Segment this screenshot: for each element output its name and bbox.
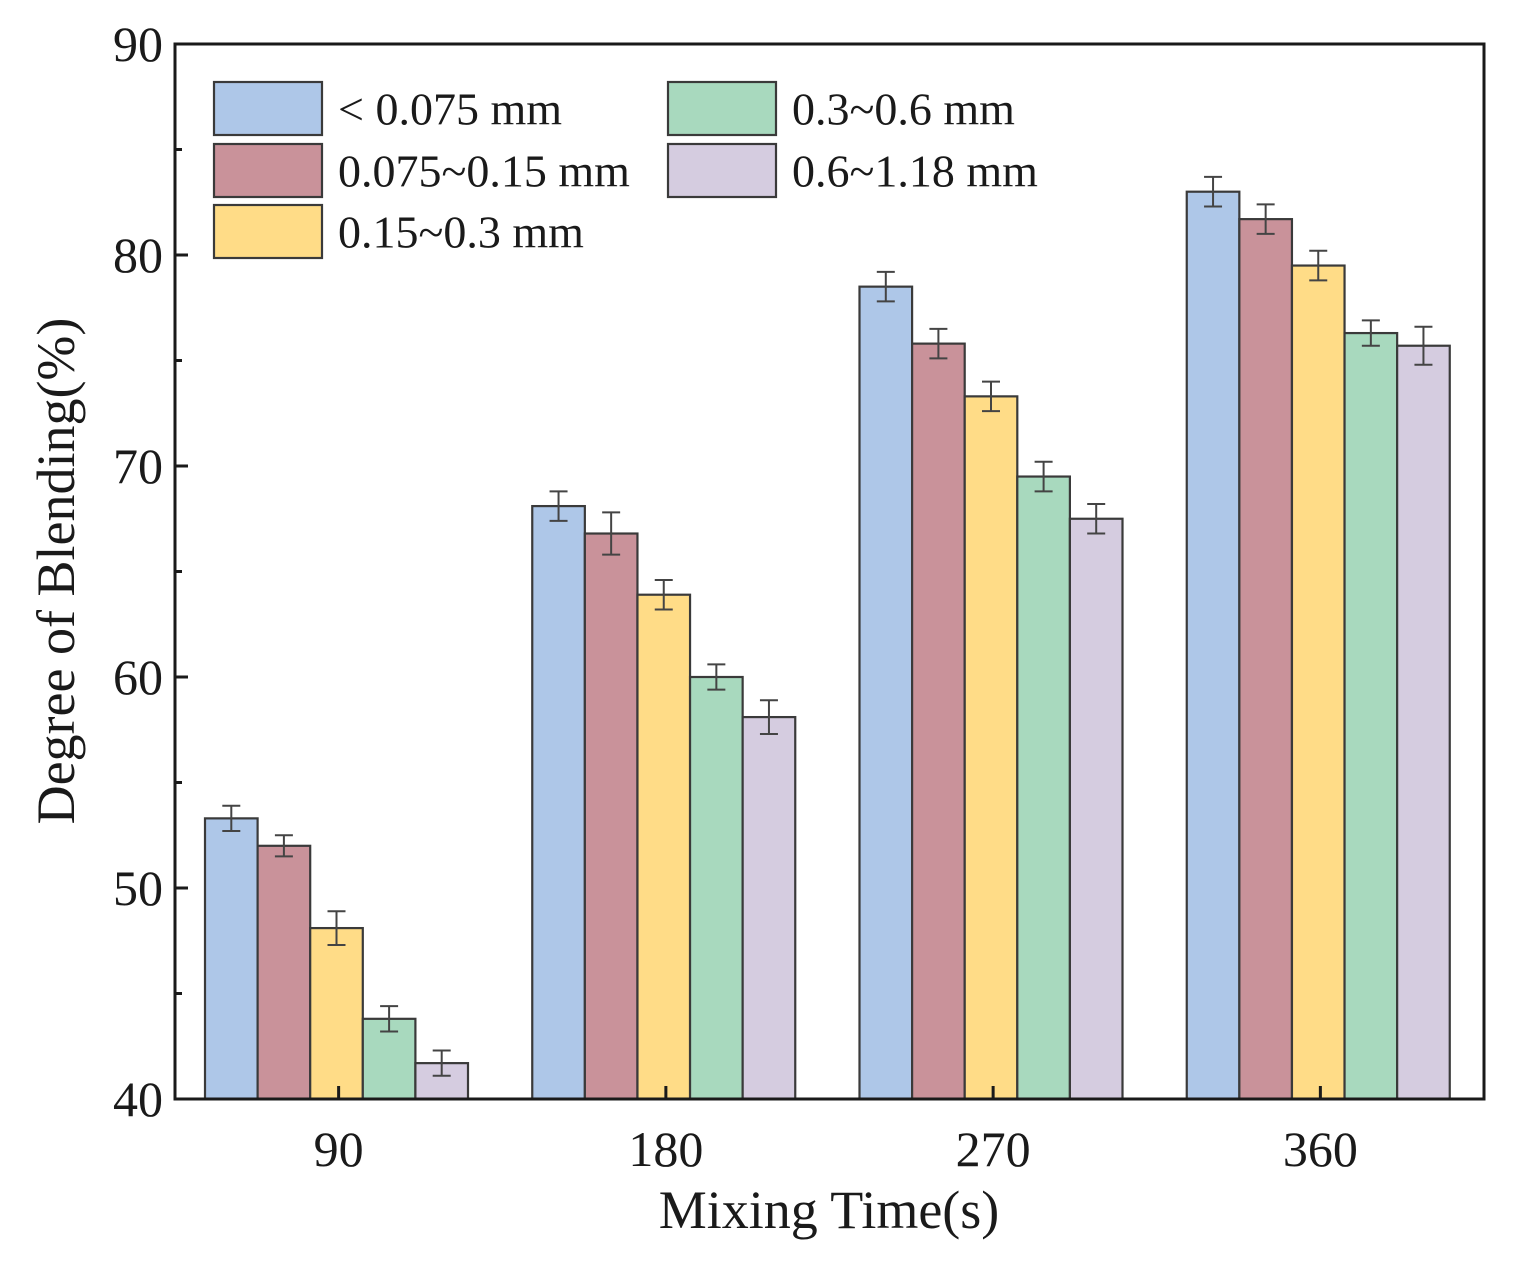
y-tick-label: 70 bbox=[113, 438, 163, 494]
y-tick-label: 60 bbox=[113, 649, 163, 705]
error-bar-180-series-5 bbox=[759, 699, 778, 735]
bar-90-series-2 bbox=[256, 844, 312, 1101]
legend-label: 0.6~1.18 mm bbox=[792, 146, 1038, 197]
bar-360-series-5 bbox=[1396, 344, 1451, 1101]
bar-360-series-3 bbox=[1290, 264, 1346, 1101]
x-tick-label: 180 bbox=[628, 1121, 703, 1177]
legend-item-3: 0.15~0.3 mm bbox=[212, 203, 584, 260]
legend-swatch bbox=[212, 80, 324, 137]
bar-180-series-3 bbox=[636, 593, 692, 1101]
error-bar-180-series-2 bbox=[602, 511, 621, 556]
bar-270-series-4 bbox=[1016, 475, 1071, 1101]
bars-layer bbox=[203, 190, 1451, 1101]
error-bar-270-series-1 bbox=[876, 270, 895, 303]
legend-swatch bbox=[212, 142, 324, 199]
bar-180-series-5 bbox=[741, 715, 797, 1101]
bar-90-series-3 bbox=[309, 926, 364, 1101]
legend-label: 0.075~0.15 mm bbox=[338, 146, 630, 197]
bar-270-series-5 bbox=[1068, 517, 1124, 1101]
y-tick-label: 40 bbox=[113, 1071, 163, 1127]
x-axis-title: Mixing Time(s) bbox=[659, 1180, 1000, 1240]
bar-360-series-2 bbox=[1238, 218, 1294, 1101]
error-bar-90-series-5 bbox=[432, 1049, 451, 1077]
legend-item-5: 0.6~1.18 mm bbox=[666, 142, 1038, 199]
error-bar-90-series-4 bbox=[380, 1005, 399, 1033]
error-bar-360-series-1 bbox=[1204, 175, 1223, 208]
bar-270-series-2 bbox=[910, 342, 966, 1101]
error-bars-layer bbox=[222, 175, 1433, 1077]
error-bar-90-series-3 bbox=[327, 910, 346, 946]
error-bar-180-series-4 bbox=[707, 663, 726, 691]
error-bar-90-series-1 bbox=[222, 804, 241, 833]
legend-label: < 0.075 mm bbox=[338, 84, 562, 135]
error-bar-180-series-1 bbox=[549, 490, 568, 522]
bar-180-series-1 bbox=[531, 504, 586, 1101]
error-bar-270-series-3 bbox=[982, 380, 1000, 413]
bar-90-series-1 bbox=[203, 817, 259, 1101]
legend-label: 0.3~0.6 mm bbox=[792, 84, 1015, 135]
error-bar-360-series-4 bbox=[1361, 319, 1380, 347]
y-axis: 40 50 60 70 80 90 bbox=[113, 16, 188, 1127]
legend-item-1: < 0.075 mm bbox=[212, 80, 562, 137]
legend-swatch bbox=[666, 142, 778, 199]
bar-180-series-4 bbox=[688, 675, 744, 1101]
legend-swatch bbox=[212, 203, 324, 260]
bar-360-series-4 bbox=[1343, 331, 1399, 1101]
y-tick-label: 90 bbox=[113, 16, 163, 72]
x-tick-label: 360 bbox=[1283, 1121, 1358, 1177]
bar-270-series-3 bbox=[963, 395, 1019, 1101]
y-tick-label: 80 bbox=[113, 227, 163, 283]
legend-swatch bbox=[666, 80, 778, 137]
legend-item-4: 0.3~0.6 mm bbox=[666, 80, 1015, 137]
error-bar-270-series-5 bbox=[1087, 502, 1106, 535]
error-bar-270-series-2 bbox=[929, 327, 948, 360]
error-bar-180-series-3 bbox=[654, 578, 673, 611]
y-axis-title: Degree of Blending(%) bbox=[26, 318, 86, 825]
y-tick-label: 50 bbox=[113, 860, 163, 916]
bar-180-series-2 bbox=[583, 532, 639, 1101]
bar-270-series-1 bbox=[858, 285, 914, 1101]
error-bar-270-series-4 bbox=[1034, 460, 1053, 493]
error-bar-360-series-5 bbox=[1414, 325, 1433, 366]
legend: < 0.075 mm 0.075~0.15 mm 0.15~0.3 mm 0.3~0.… bbox=[212, 80, 1038, 260]
bar-360-series-1 bbox=[1185, 190, 1241, 1101]
error-bar-90-series-2 bbox=[274, 834, 293, 858]
legend-item-2: 0.075~0.15 mm bbox=[212, 142, 630, 199]
legend-label: 0.15~0.3 mm bbox=[338, 207, 584, 258]
error-bar-360-series-2 bbox=[1256, 203, 1275, 235]
error-bar-360-series-3 bbox=[1309, 249, 1328, 282]
x-tick-label: 90 bbox=[314, 1121, 364, 1177]
x-tick-label: 270 bbox=[956, 1121, 1031, 1177]
x-axis: 90 180 270 360 bbox=[314, 1086, 1358, 1177]
